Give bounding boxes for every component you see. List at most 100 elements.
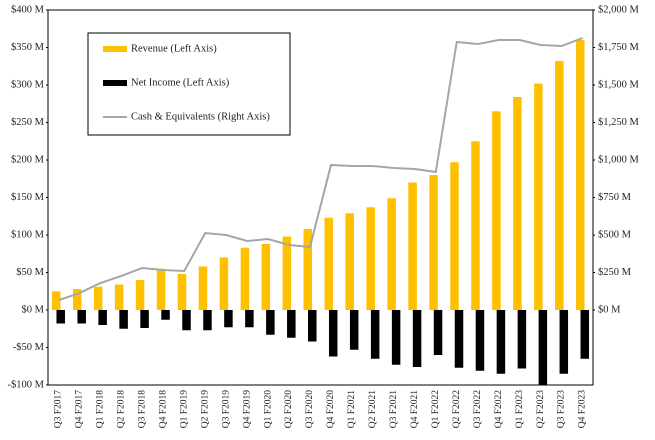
bar [538, 310, 548, 385]
x-tick-label: Q2 F2019 [200, 390, 210, 429]
y-tick-label: $150 M [11, 192, 45, 203]
bar [182, 310, 191, 331]
y2-tick-label: $750 M [598, 192, 632, 203]
y2-tick-label: $1,500 M [598, 79, 640, 90]
bar [93, 286, 103, 310]
bar [492, 111, 501, 310]
x-tick-label: Q2 F2021 [368, 390, 378, 429]
y-tick-label: $100 M [11, 229, 45, 240]
x-tick-label: Q1 F2019 [179, 390, 189, 429]
x-tick-label: Q4 F2023 [578, 390, 588, 429]
y-tick-label: $250 M [11, 117, 45, 128]
x-tick-label: Q4 F2017 [75, 390, 85, 429]
x-tick-label: Q3 F2017 [54, 390, 64, 429]
x-tick-label: Q2 F2023 [536, 390, 546, 429]
bar [219, 257, 229, 310]
bar [77, 310, 86, 324]
x-tick-label: Q3 F2019 [221, 390, 231, 429]
y-tick-label: $50 M [16, 267, 44, 278]
y-tick-label: $200 M [11, 154, 45, 165]
bar [328, 310, 338, 357]
y2-tick-label: $250 M [598, 267, 632, 278]
x-tick-label: Q1 F2023 [515, 390, 525, 429]
bar [51, 291, 61, 310]
bar [349, 310, 359, 350]
bar [72, 289, 82, 310]
y-tick-label: $400 M [11, 4, 45, 15]
bar [370, 310, 380, 359]
y2-tick-label: $1,750 M [598, 42, 640, 53]
y-tick-label: -$100 M [8, 379, 45, 390]
y-tick-label: -$50 M [13, 342, 45, 353]
bar [559, 310, 569, 374]
bar [412, 310, 422, 367]
bar [177, 274, 187, 310]
x-tick-label: Q3 F2022 [473, 390, 483, 429]
bar [555, 61, 564, 310]
x-tick-label: Q4 F2018 [158, 390, 168, 429]
y2-tick-label: $0 M [598, 304, 621, 315]
bar [119, 310, 128, 329]
y2-tick-label: $1,000 M [598, 154, 640, 165]
bar [475, 310, 485, 371]
bar [454, 310, 464, 368]
bar [534, 83, 543, 310]
bar [496, 310, 506, 374]
bar [140, 310, 149, 328]
bar [161, 310, 170, 320]
x-tick-label: Q4 F2022 [494, 390, 504, 429]
bar [245, 310, 254, 328]
bar [408, 182, 417, 310]
bar [324, 217, 333, 310]
x-tick-label: Q4 F2021 [410, 390, 420, 429]
y-tick-label: $300 M [11, 79, 45, 90]
legend: Revenue (Left Axis) Net Income (Left Axis… [87, 32, 291, 136]
bar [471, 141, 480, 310]
bar [576, 40, 585, 310]
bar [261, 244, 271, 310]
x-tick-label: Q4 F2019 [242, 390, 252, 429]
x-tick-label: Q3 F2023 [557, 390, 567, 429]
bar [433, 310, 443, 355]
x-tick-label: Q1 F2021 [347, 390, 357, 429]
bar [282, 236, 292, 310]
bar [224, 310, 233, 328]
x-tick-label: Q2 F2020 [284, 390, 294, 429]
bar [366, 207, 375, 310]
x-tick-label: Q1 F2018 [96, 390, 106, 429]
bar [303, 229, 313, 310]
bar [513, 97, 522, 310]
x-tick-label: Q4 F2020 [326, 390, 336, 429]
x-tick-label: Q3 F2020 [305, 390, 315, 429]
x-tick-label: Q3 F2021 [389, 390, 399, 429]
bar [387, 198, 396, 310]
legend-swatch [103, 80, 127, 86]
bar [114, 284, 124, 310]
y-tick-label: $350 M [11, 42, 45, 53]
y2-tick-label: $2,000 M [598, 4, 640, 15]
y-tick-label: $0 M [22, 304, 45, 315]
x-tick-label: Q2 F2022 [452, 390, 462, 429]
bar [345, 213, 354, 310]
legend-swatch [103, 46, 127, 52]
bar [308, 310, 317, 342]
y2-tick-label: $500 M [598, 229, 632, 240]
bar [156, 268, 166, 310]
bar [56, 310, 65, 324]
bar [266, 310, 275, 335]
bar [98, 310, 107, 325]
line [58, 37, 583, 302]
bar [135, 280, 145, 310]
x-tick-label: Q1 F2022 [431, 390, 441, 429]
bar [429, 175, 438, 310]
bar [240, 247, 250, 310]
bar [198, 266, 208, 310]
x-tick-label: Q2 F2018 [117, 390, 127, 429]
legend-label: Revenue (Left Axis) [131, 43, 217, 54]
bar [391, 310, 401, 365]
bar [517, 310, 527, 369]
bar [580, 310, 590, 359]
legend-label: Cash & Equivalents (Right Axis) [131, 111, 270, 122]
x-tick-label: Q3 F2018 [138, 390, 148, 429]
